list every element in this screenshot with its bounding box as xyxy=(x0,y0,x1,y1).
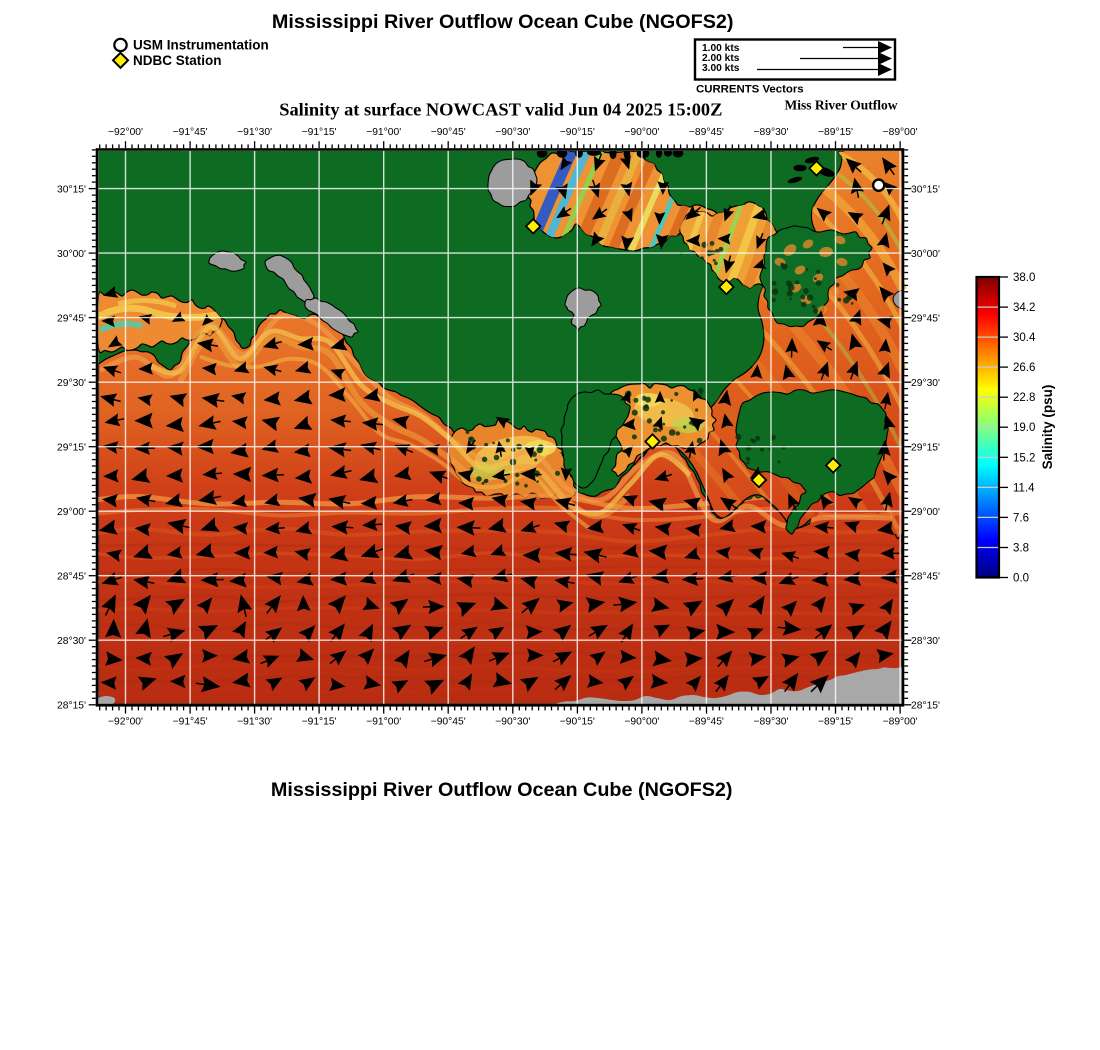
svg-text:7.6: 7.6 xyxy=(1013,512,1029,524)
svg-text:29°45': 29°45' xyxy=(57,313,86,324)
svg-text:−90°15': −90°15' xyxy=(560,717,595,728)
svg-text:28°45': 28°45' xyxy=(911,572,940,583)
svg-text:1.00 kts: 1.00 kts xyxy=(702,43,740,54)
svg-text:−91°30': −91°30' xyxy=(237,717,272,728)
svg-text:−89°15': −89°15' xyxy=(818,127,853,138)
svg-text:2.00 kts: 2.00 kts xyxy=(702,53,740,64)
svg-text:3.8: 3.8 xyxy=(1013,543,1029,555)
svg-text:Miss River Outflow: Miss River Outflow xyxy=(785,98,898,113)
svg-text:29°15': 29°15' xyxy=(57,443,86,454)
svg-text:38.0: 38.0 xyxy=(1013,272,1035,284)
svg-text:Salinity (psu): Salinity (psu) xyxy=(1040,385,1055,470)
svg-text:−90°00': −90°00' xyxy=(624,127,659,138)
svg-text:30°00': 30°00' xyxy=(911,249,940,260)
svg-text:28°15': 28°15' xyxy=(57,701,86,712)
svg-text:−92°00': −92°00' xyxy=(108,717,143,728)
svg-text:−91°00': −91°00' xyxy=(366,127,401,138)
svg-text:29°30': 29°30' xyxy=(911,378,940,389)
svg-text:28°30': 28°30' xyxy=(911,636,940,647)
svg-text:−89°00': −89°00' xyxy=(883,717,918,728)
svg-text:34.2: 34.2 xyxy=(1013,302,1035,314)
svg-text:28°45': 28°45' xyxy=(57,572,86,583)
svg-text:−89°30': −89°30' xyxy=(753,127,788,138)
svg-text:USM Instrumentation: USM Instrumentation xyxy=(133,38,269,53)
svg-text:CURRENTS Vectors: CURRENTS Vectors xyxy=(696,84,804,96)
svg-text:−91°15': −91°15' xyxy=(302,127,337,138)
svg-text:19.0: 19.0 xyxy=(1013,422,1035,434)
svg-text:11.4: 11.4 xyxy=(1013,482,1035,494)
svg-text:−91°15': −91°15' xyxy=(302,717,337,728)
svg-text:−89°45': −89°45' xyxy=(689,717,724,728)
svg-text:−90°45': −90°45' xyxy=(431,717,466,728)
svg-text:−91°00': −91°00' xyxy=(366,717,401,728)
svg-text:Mississippi River Outflow Ocea: Mississippi River Outflow Ocean Cube (NG… xyxy=(271,779,733,801)
svg-text:Salinity at surface NOWCAST va: Salinity at surface NOWCAST valid Jun 04… xyxy=(279,100,722,120)
svg-text:−92°00': −92°00' xyxy=(108,127,143,138)
svg-text:29°45': 29°45' xyxy=(911,313,940,324)
svg-text:−90°30': −90°30' xyxy=(495,127,530,138)
svg-text:−91°30': −91°30' xyxy=(237,127,272,138)
svg-text:NDBC Station: NDBC Station xyxy=(133,53,222,68)
svg-text:29°15': 29°15' xyxy=(911,443,940,454)
svg-text:−89°30': −89°30' xyxy=(753,717,788,728)
svg-text:−90°15': −90°15' xyxy=(560,127,595,138)
svg-text:−91°45': −91°45' xyxy=(173,717,208,728)
svg-text:29°30': 29°30' xyxy=(57,378,86,389)
svg-text:−89°00': −89°00' xyxy=(883,127,918,138)
svg-text:−91°45': −91°45' xyxy=(173,127,208,138)
svg-text:−90°00': −90°00' xyxy=(624,717,659,728)
svg-text:29°00': 29°00' xyxy=(57,507,86,518)
svg-text:0.0: 0.0 xyxy=(1013,573,1029,585)
svg-text:−89°45': −89°45' xyxy=(689,127,724,138)
svg-text:22.8: 22.8 xyxy=(1013,392,1035,404)
svg-text:Mississippi River Outflow Ocea: Mississippi River Outflow Ocean Cube (NG… xyxy=(272,11,734,33)
svg-text:−90°45': −90°45' xyxy=(431,127,466,138)
svg-text:26.6: 26.6 xyxy=(1013,362,1035,374)
svg-text:−90°30': −90°30' xyxy=(495,717,530,728)
svg-text:28°15': 28°15' xyxy=(911,701,940,712)
svg-text:30°15': 30°15' xyxy=(57,184,86,195)
svg-text:30.4: 30.4 xyxy=(1013,332,1036,344)
svg-text:30°00': 30°00' xyxy=(57,249,86,260)
svg-text:29°00': 29°00' xyxy=(911,507,940,518)
svg-text:28°30': 28°30' xyxy=(57,636,86,647)
svg-text:30°15': 30°15' xyxy=(911,184,940,195)
svg-text:3.00 kts: 3.00 kts xyxy=(702,63,740,74)
svg-text:15.2: 15.2 xyxy=(1013,452,1035,464)
svg-text:−89°15': −89°15' xyxy=(818,717,853,728)
